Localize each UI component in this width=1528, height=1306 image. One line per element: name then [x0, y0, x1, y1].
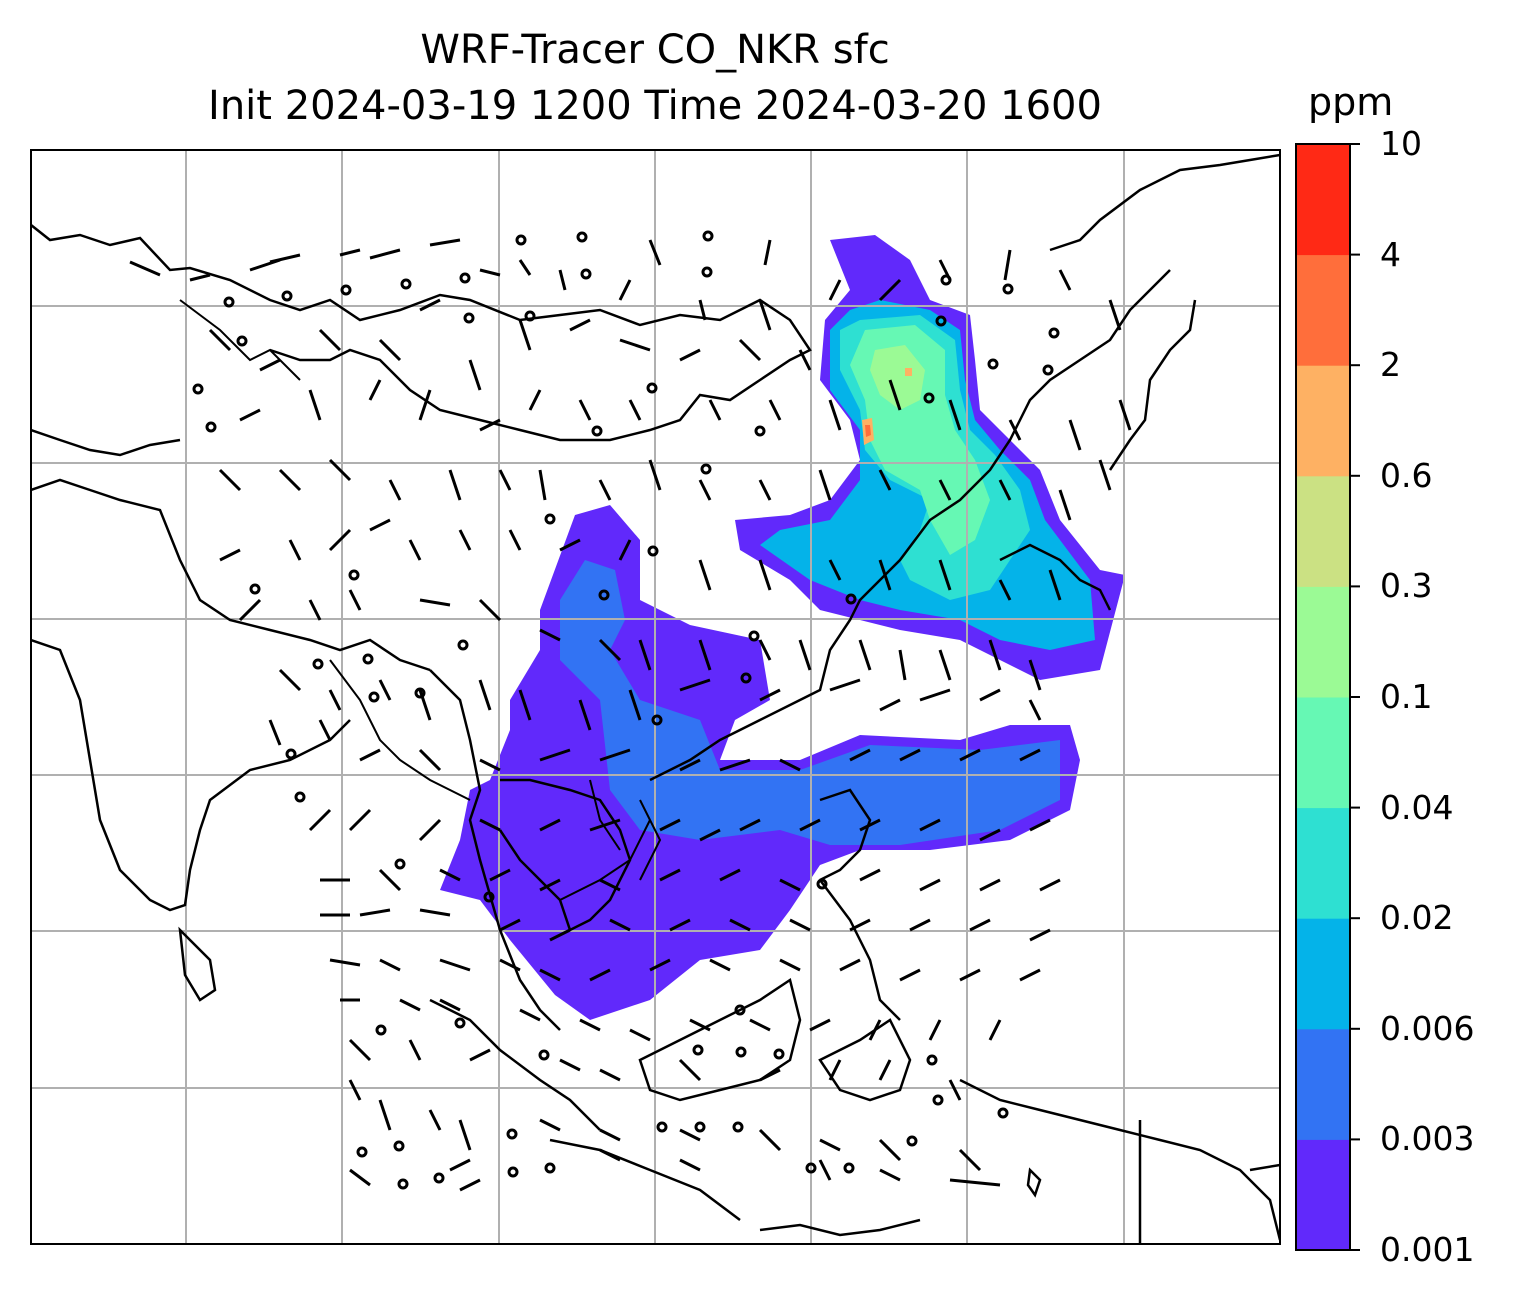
colorbar-segment — [1296, 254, 1350, 366]
colorbar-segment — [1296, 365, 1350, 477]
colorbar-unit: ppm — [1308, 80, 1394, 124]
plume-hotspot-2 — [905, 368, 912, 376]
colorbar-segment — [1296, 697, 1350, 809]
coastlines — [31, 153, 1280, 1244]
colorbar-tick-label: 10 — [1380, 124, 1422, 163]
colorbar-tick-label: 0.1 — [1380, 677, 1433, 716]
map-panel — [31, 150, 1280, 1244]
colorbar-tick-label: 0.001 — [1380, 1230, 1475, 1269]
tracer-plume — [440, 235, 1125, 1020]
map-title-line2: Init 2024-03-19 1200 Time 2024-03-20 160… — [208, 83, 1102, 129]
colorbar-tick-label: 0.04 — [1380, 787, 1454, 827]
colorbar-tick-label: 4 — [1380, 234, 1401, 274]
colorbar-tick-label: 0.3 — [1380, 566, 1433, 606]
colorbar-segment — [1296, 144, 1350, 256]
colorbar-tick-label: 0.006 — [1380, 1008, 1475, 1048]
colorbar-tick-label: 0.003 — [1380, 1119, 1475, 1159]
colorbar-segment — [1296, 586, 1350, 698]
colorbar-segment — [1296, 475, 1350, 587]
plume-hotspot-core — [865, 425, 871, 437]
colorbar-segment — [1296, 918, 1350, 1030]
plume-level-1-south — [560, 560, 1060, 845]
calm-wind-markers — [192, 230, 1060, 1190]
map-gridlines — [31, 150, 1280, 1244]
colorbar — [1295, 143, 1360, 1251]
colorbar-tick-label: 0.6 — [1380, 455, 1433, 495]
colorbar-segment — [1296, 807, 1350, 919]
colorbar-segment — [1296, 1028, 1350, 1140]
colorbar-tick-label: 2 — [1380, 345, 1401, 385]
colorbar-tick-label: 0.02 — [1380, 898, 1454, 938]
wind-barbs — [129, 238, 1132, 1192]
plume-level-5-north — [870, 345, 925, 410]
map-frame — [30, 149, 1281, 1245]
map-title-line1: WRF-Tracer CO_NKR sfc — [420, 27, 890, 73]
colorbar-segment — [1296, 1139, 1350, 1251]
